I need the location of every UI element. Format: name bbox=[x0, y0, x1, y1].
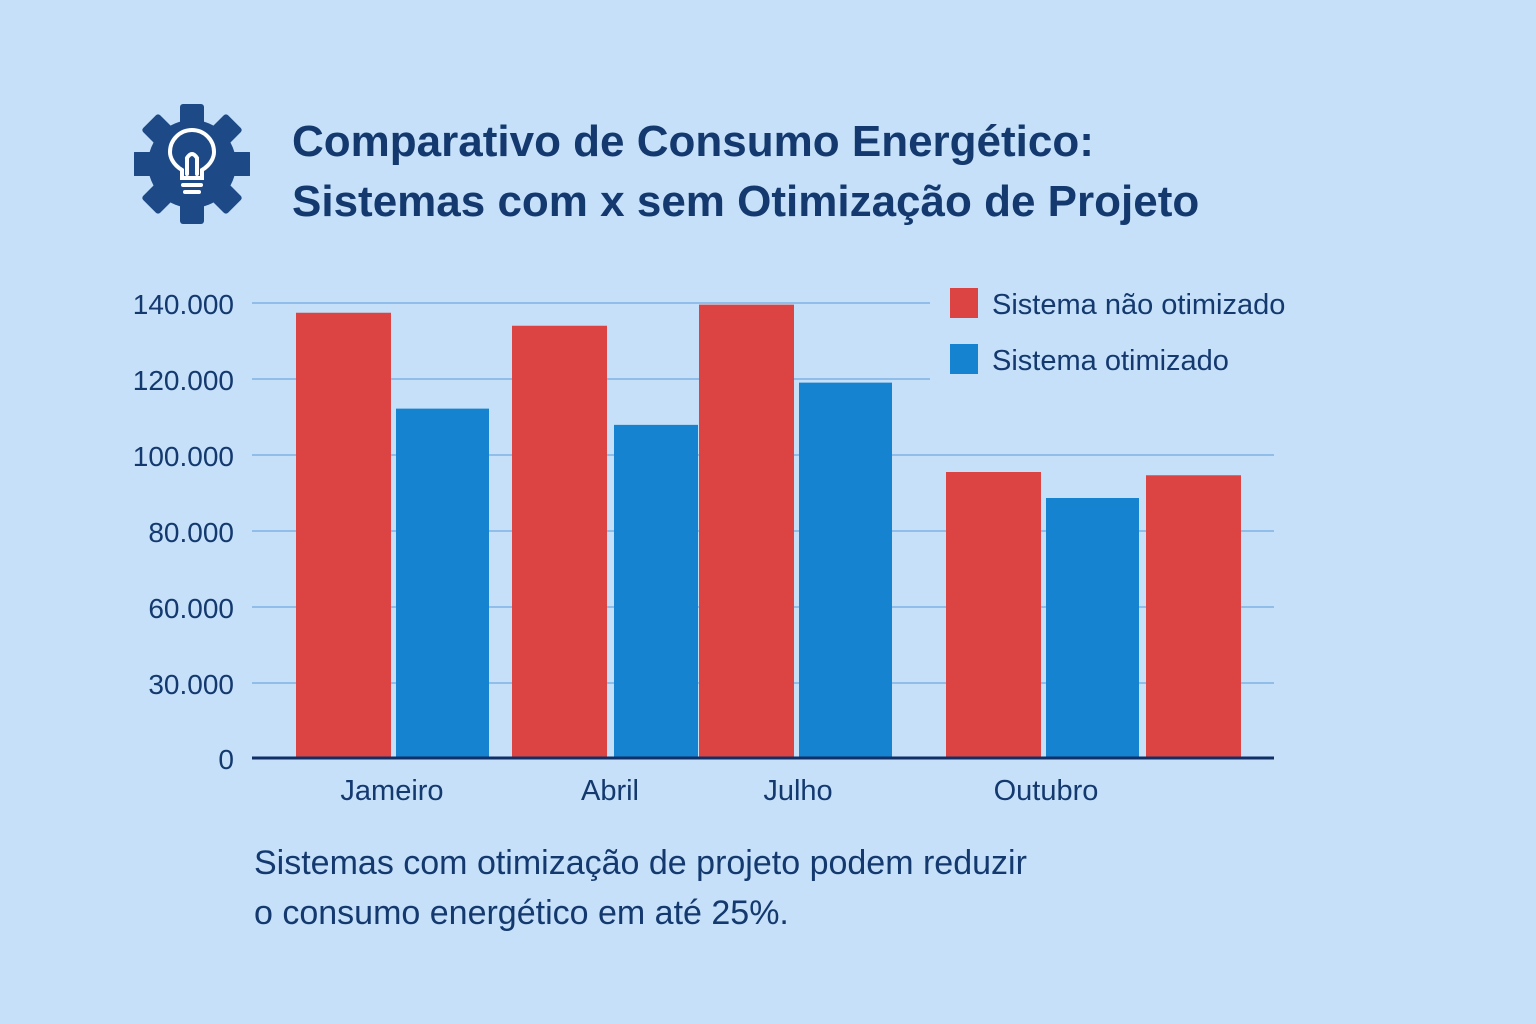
y-axis-ticks: 0 30.000 60.000 80.000 100.000 120.000 140.000 bbox=[133, 289, 234, 775]
bar-nao-otimizado-abril bbox=[512, 325, 607, 758]
chart-title: Comparativo de Consumo Energético: Siste… bbox=[292, 112, 1199, 232]
y-tick-label: 120.000 bbox=[133, 365, 234, 396]
legend-label: Sistema otimizado bbox=[992, 345, 1229, 377]
bar-otimizado-julho bbox=[799, 382, 892, 758]
bars bbox=[296, 304, 1241, 758]
legend: Sistema não otimizado Sistema otimizado bbox=[950, 288, 1285, 377]
bar-otimizado-outubro bbox=[1046, 498, 1139, 758]
chart-title-line-2: Sistemas com x sem Otimização de Projeto bbox=[292, 177, 1200, 226]
x-tick-label: Outubro bbox=[994, 775, 1099, 807]
bar-nao-otimizado-julho bbox=[699, 304, 794, 758]
bar-otimizado-abril bbox=[614, 424, 698, 758]
bar-nao-otimizado-outubro-extra bbox=[1146, 475, 1241, 758]
y-tick-label: 100.000 bbox=[133, 441, 234, 472]
caption-line-1: Sistemas com otimização de projeto podem… bbox=[254, 844, 1027, 882]
x-tick-label: Jameiro bbox=[340, 775, 443, 807]
bar-nao-otimizado-jameiro bbox=[296, 312, 391, 758]
chart-title-line-1: Comparativo de Consumo Energético: bbox=[292, 117, 1094, 166]
y-tick-label: 60.000 bbox=[148, 593, 234, 624]
x-tick-label: Julho bbox=[763, 775, 832, 807]
x-axis-ticks: Jameiro Abril Julho Outubro bbox=[340, 775, 1098, 807]
x-tick-label: Abril bbox=[581, 775, 639, 807]
chart-header: Comparativo de Consumo Energético: Siste… bbox=[130, 100, 1330, 230]
y-tick-label: 30.000 bbox=[148, 669, 234, 700]
legend-swatch bbox=[950, 288, 978, 318]
legend-swatch bbox=[950, 344, 978, 374]
chart-caption: Sistemas com otimização de projeto podem… bbox=[254, 838, 1027, 938]
caption-line-2: o consumo energético em até 25%. bbox=[254, 894, 789, 932]
y-tick-label: 0 bbox=[218, 744, 234, 775]
y-tick-label: 140.000 bbox=[133, 289, 234, 320]
bar-otimizado-jameiro bbox=[396, 408, 489, 758]
y-tick-label: 80.000 bbox=[148, 517, 234, 548]
legend-label: Sistema não otimizado bbox=[992, 289, 1285, 321]
bar-nao-otimizado-outubro bbox=[946, 472, 1041, 758]
gear-lightbulb-icon bbox=[134, 104, 250, 224]
